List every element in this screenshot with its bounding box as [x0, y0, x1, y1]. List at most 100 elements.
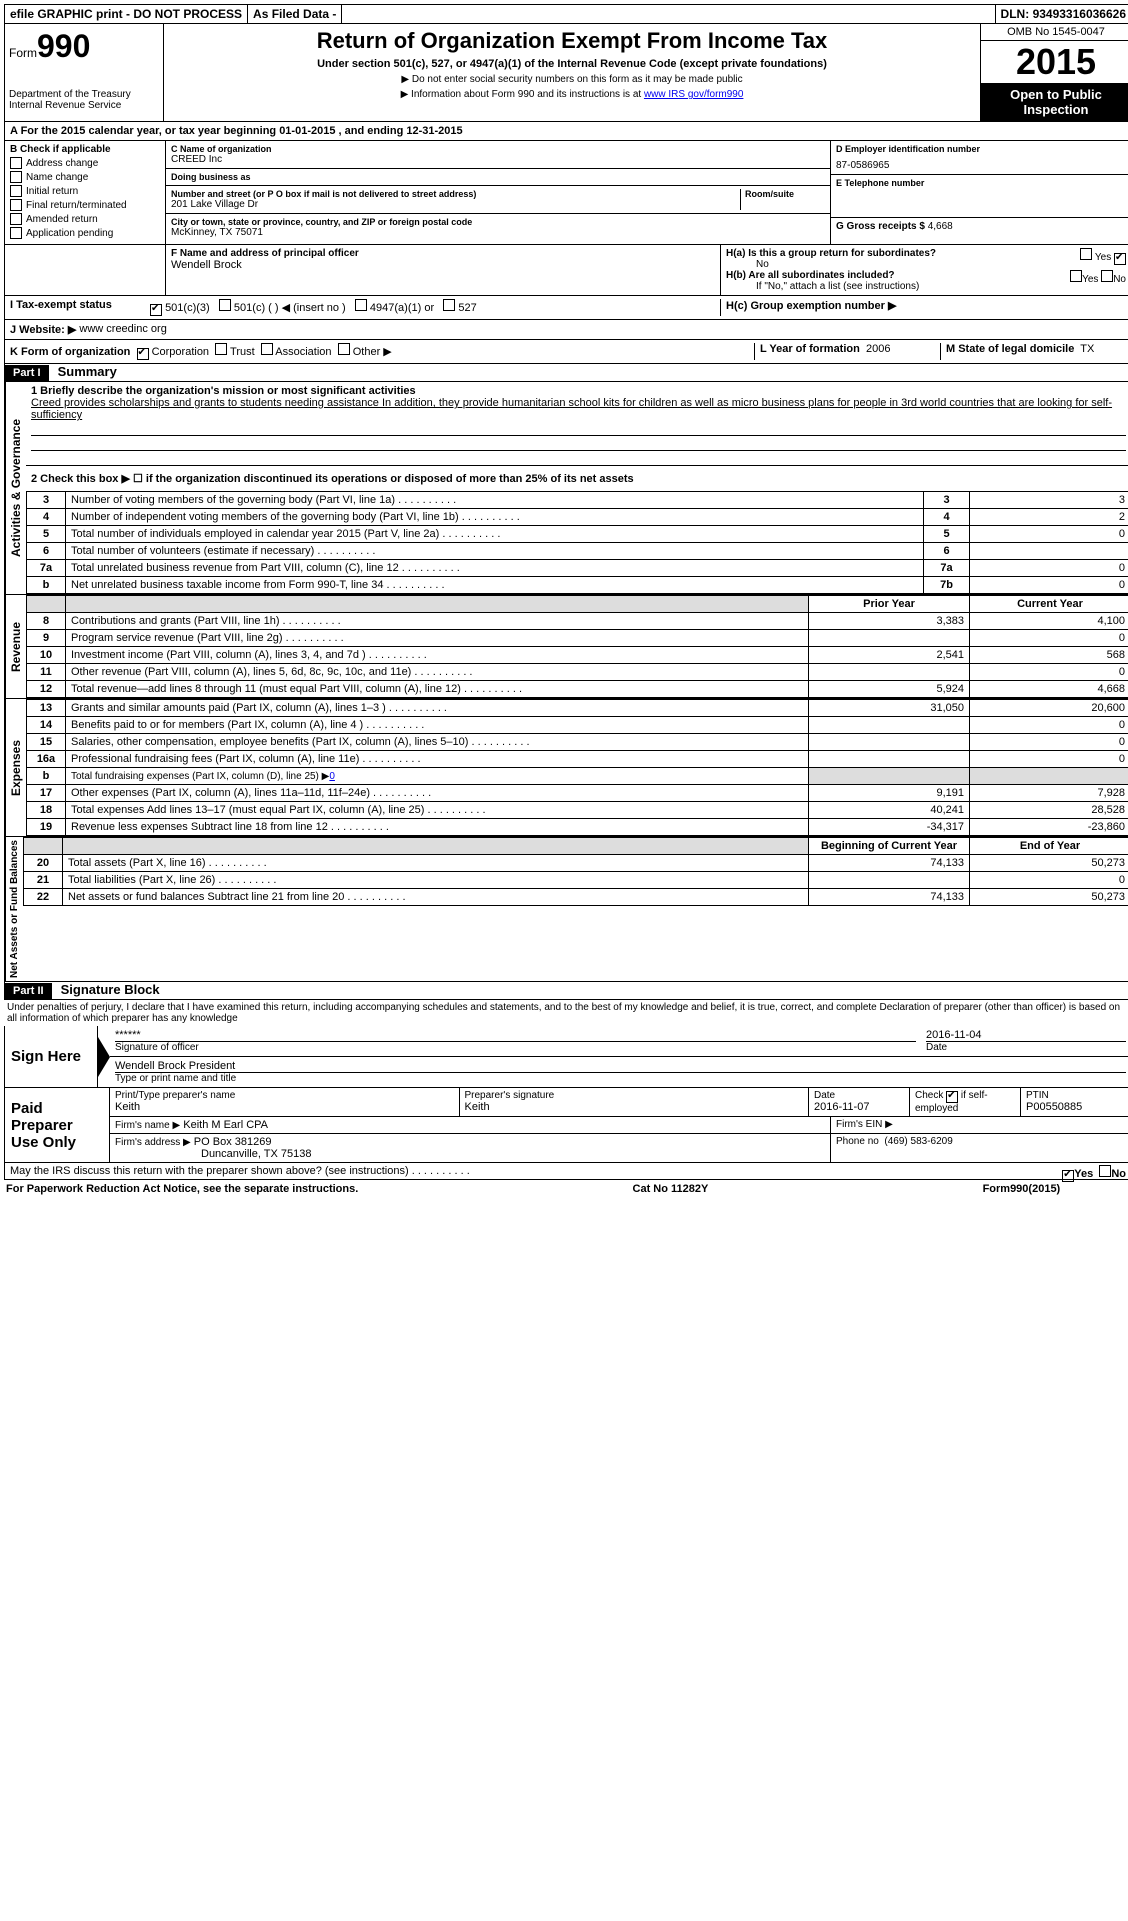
table-header: Beginning of Current YearEnd of Year	[24, 838, 1128, 855]
checkbox-icon[interactable]	[1062, 1170, 1074, 1182]
prep-sig-cell: Preparer's signature Keith	[460, 1088, 810, 1116]
M-block: M State of legal domicile TX	[940, 343, 1126, 360]
footer-form-year: (2015)	[1028, 1183, 1060, 1195]
checkbox-icon[interactable]	[215, 343, 227, 355]
part2-label: Part II	[5, 983, 52, 999]
Hb-note: If "No," attach a list (see instructions…	[726, 281, 1126, 292]
C-name: CREED Inc	[171, 154, 825, 165]
G-label: G Gross receipts $	[836, 221, 925, 232]
Ha-no: No	[726, 259, 1126, 270]
sign-triangle-box	[98, 1026, 110, 1087]
line-A-text: A For the 2015 calendar year, or tax yea…	[10, 125, 463, 137]
part2-header-row: Part II Signature Block	[4, 982, 1128, 1000]
table-row: 20Total assets (Part X, line 16)74,13350…	[24, 855, 1128, 872]
footer-left: For Paperwork Reduction Act Notice, see …	[6, 1183, 358, 1195]
checkbox-icon[interactable]	[261, 343, 273, 355]
chk-application-pending[interactable]: Application pending	[10, 227, 160, 239]
I-label: I Tax-exempt status	[10, 299, 150, 316]
checkbox-icon[interactable]	[1099, 1165, 1111, 1177]
perjury-statement: Under penalties of perjury, I declare th…	[4, 1000, 1128, 1026]
tax-year: 2015	[981, 41, 1128, 83]
I-opt3: 4947(a)(1) or	[370, 302, 434, 314]
checkbox-icon[interactable]	[150, 304, 162, 316]
K-opt1: Trust	[230, 346, 255, 358]
checkbox-icon[interactable]	[338, 343, 350, 355]
cell-street: Number and street (or P O box if mail is…	[166, 186, 830, 214]
discuss-yes: Yes	[1074, 1168, 1093, 1180]
sig-label: Signature of officer	[115, 1041, 916, 1053]
checkbox-icon[interactable]	[1080, 248, 1092, 260]
firm-phone-cell: Phone no (469) 583-6209	[831, 1134, 1128, 1162]
chk-name-change[interactable]: Name change	[10, 171, 160, 183]
line-J: J Website: ▶ www creedinc org	[4, 320, 1128, 340]
officer-name: Wendell Brock President	[115, 1060, 1126, 1073]
firm-ein-label: Firm's EIN ▶	[836, 1119, 893, 1130]
revenue-table: Prior YearCurrent Year8Contributions and…	[26, 595, 1128, 698]
I-opt1: 501(c)(3)	[165, 302, 210, 314]
chk-label-2: Initial return	[26, 186, 78, 197]
paid-content: Print/Type preparer's name Keith Prepare…	[110, 1088, 1128, 1162]
D-value: 87-0586965	[836, 160, 1126, 171]
chk-final-return[interactable]: Final return/terminated	[10, 199, 160, 211]
C-label: C Name of organization	[171, 144, 825, 154]
F-value: Wendell Brock	[171, 259, 715, 271]
table-row: 12Total revenue—add lines 8 through 11 (…	[27, 681, 1128, 698]
cell-city: City or town, state or province, country…	[166, 214, 830, 241]
firm-addr-cell: Firm's address ▶ PO Box 381269 Duncanvil…	[110, 1134, 831, 1162]
B-header: B Check if applicable	[10, 144, 160, 155]
cell-dba: Doing business as	[166, 169, 830, 186]
M-label: M State of legal domicile	[946, 343, 1074, 355]
table-row: 21Total liabilities (Part X, line 26)0	[24, 872, 1128, 889]
part1-title: Summary	[52, 364, 117, 379]
paid-label: Paid Preparer Use Only	[5, 1088, 110, 1162]
dba-label: Doing business as	[171, 172, 825, 182]
sign-label: Sign Here	[5, 1026, 98, 1087]
col-B-spacer	[5, 245, 165, 295]
ptin-label: PTIN	[1026, 1090, 1126, 1101]
checkbox-icon[interactable]	[1114, 253, 1126, 265]
D-label: D Employer identification number	[836, 144, 1126, 154]
sign-content: ****** Signature of officer 2016-11-04 D…	[110, 1026, 1128, 1087]
page-footer: For Paperwork Reduction Act Notice, see …	[4, 1180, 1062, 1198]
table-row: 15Salaries, other compensation, employee…	[27, 734, 1128, 751]
table-row: 3Number of voting members of the governi…	[27, 492, 1128, 509]
L-block: L Year of formation 2006	[754, 343, 940, 360]
form-label: Form	[9, 46, 37, 60]
table-row: 17Other expenses (Part IX, column (A), l…	[27, 785, 1128, 802]
checkbox-icon	[10, 213, 22, 225]
chk-address-change[interactable]: Address change	[10, 157, 160, 169]
checkbox-icon[interactable]	[946, 1091, 958, 1103]
checkbox-icon[interactable]	[137, 348, 149, 360]
checkbox-icon[interactable]	[443, 299, 455, 311]
blank-line	[31, 436, 1126, 451]
expenses-vert-label: Expenses	[5, 699, 26, 836]
chk-amended-return[interactable]: Amended return	[10, 213, 160, 225]
prep-date-cell: Date 2016-11-07	[809, 1088, 910, 1116]
topbar-spacer	[342, 5, 995, 23]
irs-link[interactable]: www IRS gov/form990	[644, 89, 743, 100]
cell-E: E Telephone number	[831, 175, 1128, 218]
governance-content: 1 Briefly describe the organization's mi…	[26, 382, 1128, 594]
firm-name-label: Firm's name ▶	[115, 1120, 180, 1131]
M-value: TX	[1080, 343, 1094, 355]
J-label: J Website: ▶	[10, 323, 76, 336]
K-opt2: Association	[275, 346, 331, 358]
sig-date: 2016-11-04	[926, 1029, 1126, 1041]
ptin-value: P00550885	[1026, 1101, 1126, 1113]
city-value: McKinney, TX 75071	[171, 227, 825, 238]
sign-row2: Wendell Brock President Type or print na…	[110, 1057, 1128, 1087]
chk-initial-return[interactable]: Initial return	[10, 185, 160, 197]
line1-label: 1 Briefly describe the organization's mi…	[31, 385, 416, 397]
Ha-label: H(a) Is this a group return for subordin…	[726, 248, 936, 259]
table-row: 14Benefits paid to or for members (Part …	[27, 717, 1128, 734]
street-box: Number and street (or P O box if mail is…	[171, 189, 741, 210]
sign-date-cell: 2016-11-04 Date	[921, 1026, 1128, 1056]
checkbox-icon[interactable]	[1101, 270, 1113, 282]
triangle-icon	[98, 1037, 110, 1077]
checkbox-icon[interactable]	[219, 299, 231, 311]
checkbox-icon[interactable]	[355, 299, 367, 311]
Hb-answer: Yes No	[1070, 270, 1126, 285]
checkbox-icon[interactable]	[1070, 270, 1082, 282]
E-label: E Telephone number	[836, 178, 1126, 188]
cell-G: G Gross receipts $ 4,668	[831, 218, 1128, 235]
